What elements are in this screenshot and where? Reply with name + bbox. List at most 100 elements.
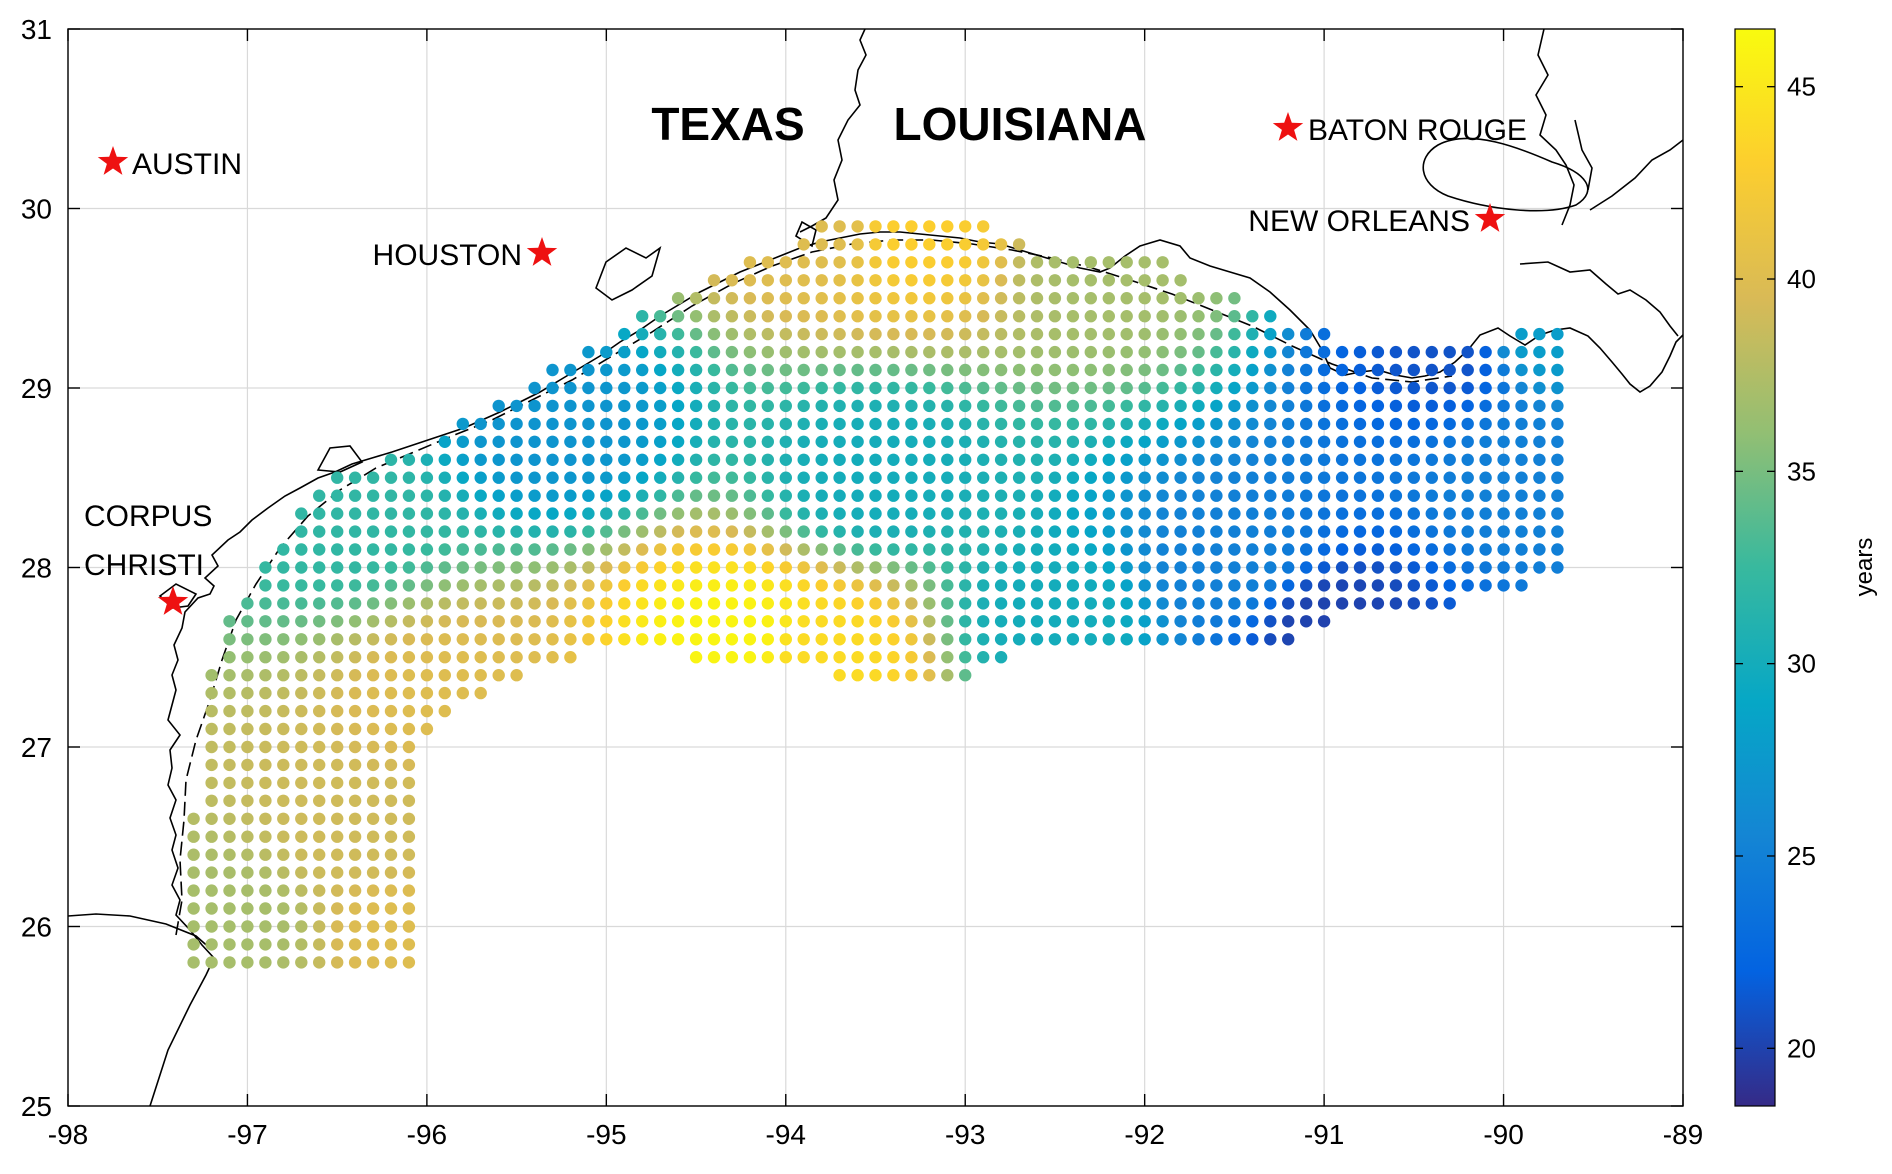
data-point [1353, 543, 1367, 556]
data-point [331, 686, 344, 700]
data-point [743, 399, 757, 413]
data-point [959, 651, 972, 664]
data-point [1066, 345, 1080, 359]
data-point [707, 615, 721, 628]
data-point [510, 597, 523, 610]
data-point [1551, 543, 1564, 556]
data-point [1282, 453, 1295, 466]
data-point [1407, 381, 1421, 395]
data-point [313, 776, 326, 790]
data-point [1497, 399, 1510, 413]
data-point [1497, 345, 1510, 359]
data-point [223, 884, 236, 897]
data-point [1335, 381, 1349, 395]
data-point [1210, 633, 1223, 646]
data-point [402, 651, 416, 664]
data-point [1030, 543, 1044, 556]
data-point [1515, 453, 1528, 466]
data-point [725, 561, 739, 574]
data-point [546, 651, 559, 664]
data-point [420, 633, 434, 646]
data-point [600, 435, 613, 448]
data-point [923, 579, 936, 592]
data-point [618, 507, 631, 520]
data-point [1048, 633, 1062, 646]
data-point [456, 597, 469, 610]
data-point [636, 615, 649, 628]
data-point [671, 525, 685, 538]
data-point [1371, 525, 1385, 538]
data-point [1156, 399, 1169, 413]
data-point [348, 866, 362, 879]
data-point [977, 579, 990, 592]
data-point [492, 651, 505, 664]
data-point [384, 561, 398, 574]
data-point [1120, 435, 1133, 448]
data-point [1066, 435, 1080, 448]
data-point [1389, 561, 1403, 574]
data-point [618, 435, 631, 448]
data-point [600, 345, 613, 359]
data-point [474, 471, 487, 484]
data-point [510, 543, 523, 556]
data-point [923, 417, 936, 431]
data-point [582, 471, 595, 484]
data-point [959, 310, 972, 323]
data-point [959, 363, 972, 377]
data-point [941, 381, 954, 395]
data-point [941, 597, 954, 610]
data-point [1012, 507, 1026, 520]
data-point [725, 399, 739, 413]
data-point [474, 615, 487, 628]
data-point [1425, 471, 1439, 484]
data-point [582, 399, 595, 413]
city-star-marker [97, 146, 129, 175]
data-point [384, 920, 398, 933]
data-point [1102, 453, 1116, 466]
data-point [923, 561, 936, 574]
data-point [1443, 579, 1456, 592]
data-point [582, 453, 595, 466]
data-point [1335, 543, 1349, 556]
data-point [1030, 615, 1044, 628]
data-point [1156, 381, 1169, 395]
data-point [438, 597, 451, 610]
data-point [384, 722, 398, 736]
data-point [1407, 525, 1421, 538]
data-point [654, 310, 667, 323]
colorbar-label: years [1851, 538, 1878, 597]
data-point [295, 525, 308, 538]
data-point [223, 776, 236, 790]
data-point [671, 597, 685, 610]
data-point [1030, 399, 1044, 413]
data-point [1048, 435, 1062, 448]
data-point [402, 776, 416, 790]
data-point [869, 345, 882, 359]
data-point [1389, 453, 1403, 466]
data-point [366, 525, 380, 538]
data-point [384, 651, 398, 664]
state-label-louisiana: LOUISIANA [894, 98, 1147, 150]
data-point [1264, 363, 1277, 377]
data-point [636, 579, 649, 592]
data-point [402, 615, 416, 628]
data-point [295, 597, 308, 610]
data-point [1174, 489, 1187, 502]
data-point [1210, 435, 1223, 448]
data-point [1084, 363, 1098, 377]
data-point [510, 435, 523, 448]
data-point [295, 507, 308, 520]
data-point [851, 292, 864, 305]
data-point [1407, 471, 1421, 484]
data-point [671, 471, 685, 484]
data-point [1210, 543, 1223, 556]
data-point [994, 579, 1008, 592]
data-point [815, 417, 828, 431]
data-point [528, 507, 541, 520]
data-point [1282, 561, 1295, 574]
data-point [438, 686, 451, 700]
data-point [1138, 274, 1151, 287]
data-point [1102, 274, 1116, 287]
city-star-marker [1272, 112, 1304, 141]
city-star-marker [1474, 203, 1506, 232]
